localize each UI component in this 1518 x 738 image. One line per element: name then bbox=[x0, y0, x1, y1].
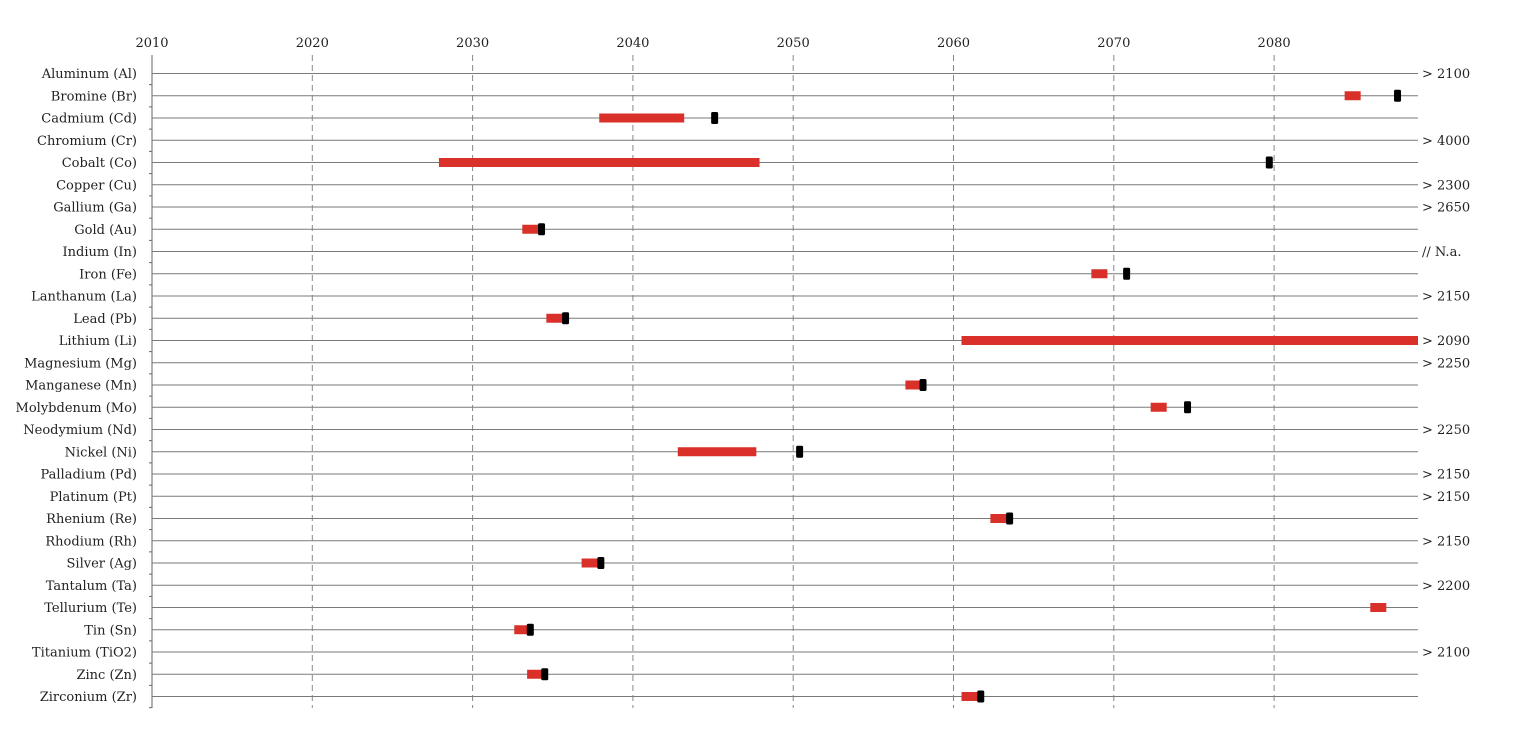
year-marker bbox=[1265, 156, 1273, 169]
row-annotation: > 2100 bbox=[1422, 67, 1470, 82]
row-label: Indium (In) bbox=[63, 245, 137, 260]
row-label: Iron (Fe) bbox=[79, 267, 137, 282]
row-annotation: > 2090 bbox=[1422, 334, 1470, 349]
range-bar bbox=[1370, 603, 1387, 612]
x-tick-label: 2040 bbox=[616, 36, 649, 51]
row-label: Tantalum (Ta) bbox=[46, 579, 137, 594]
range-bar bbox=[438, 158, 760, 167]
range-bar bbox=[1344, 91, 1361, 101]
row-annotation: > 2200 bbox=[1422, 579, 1470, 594]
row-annotation: > 2100 bbox=[1422, 646, 1470, 661]
row-label: Tellurium (Te) bbox=[44, 601, 137, 616]
row-label: Gold (Au) bbox=[74, 223, 137, 238]
range-bar bbox=[599, 113, 685, 123]
range-bar bbox=[514, 625, 531, 635]
row-annotation: > 2300 bbox=[1422, 178, 1470, 193]
row-label: Rhodium (Rh) bbox=[45, 534, 137, 549]
row-label: Rhenium (Re) bbox=[46, 512, 137, 527]
year-marker bbox=[562, 312, 570, 325]
row-labels: Aluminum (Al) Bromine (Br) Cadmium (Cd) Chr… bbox=[16, 67, 137, 705]
range-bar bbox=[905, 380, 922, 390]
year-marker bbox=[796, 445, 804, 458]
row-lines bbox=[149, 73, 1418, 709]
range-bar bbox=[677, 447, 757, 457]
row-label: Silver (Ag) bbox=[67, 557, 137, 572]
range-bar bbox=[990, 514, 1007, 523]
year-marker bbox=[1184, 401, 1192, 414]
year-marker bbox=[1394, 89, 1402, 102]
row-annotation: // N.a. bbox=[1422, 245, 1461, 260]
row-label: Lead (Pb) bbox=[73, 312, 137, 327]
year-marker bbox=[1123, 267, 1131, 280]
year-marker bbox=[711, 112, 719, 124]
vertical-grid bbox=[151, 55, 1275, 708]
row-annotation: > 2150 bbox=[1422, 468, 1470, 483]
row-label: Copper (Cu) bbox=[56, 178, 137, 193]
row-label: Manganese (Mn) bbox=[25, 379, 137, 394]
row-annotation: > 2250 bbox=[1422, 423, 1470, 438]
x-tick-label: 2080 bbox=[1258, 36, 1291, 51]
year-marker bbox=[541, 668, 549, 681]
range-bar bbox=[1150, 402, 1167, 412]
x-tick-label: 2020 bbox=[296, 36, 329, 51]
x-tick-label: 2050 bbox=[777, 36, 810, 51]
row-label: Lanthanum (La) bbox=[31, 290, 137, 305]
right-annotations: > 2100 > 4000 > 2300 > 2650 // N.a. > 2150 > 2… bbox=[1422, 67, 1470, 661]
range-bar bbox=[527, 669, 544, 679]
row-label: Nickel (Ni) bbox=[65, 445, 137, 460]
row-label: Titanium (TiO2) bbox=[32, 646, 137, 661]
range-bar bbox=[961, 692, 978, 701]
row-label: Cobalt (Co) bbox=[62, 156, 137, 171]
x-tick-label: 2060 bbox=[937, 36, 970, 51]
x-tick-label: 2030 bbox=[456, 36, 489, 51]
range-bar bbox=[581, 558, 598, 568]
range-bar bbox=[546, 313, 563, 323]
row-annotation: > 2650 bbox=[1422, 201, 1470, 216]
row-label: Magnesium (Mg) bbox=[24, 356, 137, 371]
row-label: Zinc (Zn) bbox=[76, 668, 137, 683]
range-bar bbox=[522, 224, 539, 234]
row-label: Tin (Sn) bbox=[84, 623, 137, 638]
row-annotation: > 2150 bbox=[1422, 290, 1470, 305]
range-bar bbox=[961, 336, 1418, 345]
row-label: Lithium (Li) bbox=[59, 334, 137, 349]
row-annotation: > 2150 bbox=[1422, 534, 1470, 549]
range-bar bbox=[1091, 269, 1108, 279]
row-annotation: > 4000 bbox=[1422, 134, 1470, 149]
year-marker bbox=[1006, 512, 1014, 525]
row-label: Molybdenum (Mo) bbox=[16, 401, 137, 416]
row-label: Chromium (Cr) bbox=[37, 134, 137, 149]
row-label: Zirconium (Zr) bbox=[40, 690, 137, 705]
year-marker bbox=[597, 557, 605, 569]
row-label: Neodymium (Nd) bbox=[23, 423, 137, 438]
row-label: Platinum (Pt) bbox=[50, 490, 137, 505]
row-annotation: > 2250 bbox=[1422, 356, 1470, 371]
range-bars bbox=[438, 91, 1418, 701]
row-label: Cadmium (Cd) bbox=[41, 112, 137, 127]
row-annotation: > 2150 bbox=[1422, 490, 1470, 505]
x-tick-label: 2010 bbox=[135, 36, 168, 51]
row-label: Palladium (Pd) bbox=[40, 468, 137, 483]
year-markers bbox=[526, 89, 1402, 703]
x-tick-label: 2070 bbox=[1097, 36, 1130, 51]
year-marker bbox=[919, 379, 927, 391]
row-label: Bromine (Br) bbox=[51, 89, 137, 104]
x-axis-ticks: 2010 2020 2030 2040 2050 2060 2070 2080 bbox=[135, 36, 1290, 51]
year-marker bbox=[977, 690, 985, 703]
year-marker bbox=[526, 623, 534, 636]
row-label: Gallium (Ga) bbox=[53, 201, 137, 216]
year-marker bbox=[538, 223, 546, 236]
row-label: Aluminum (Al) bbox=[41, 67, 137, 82]
